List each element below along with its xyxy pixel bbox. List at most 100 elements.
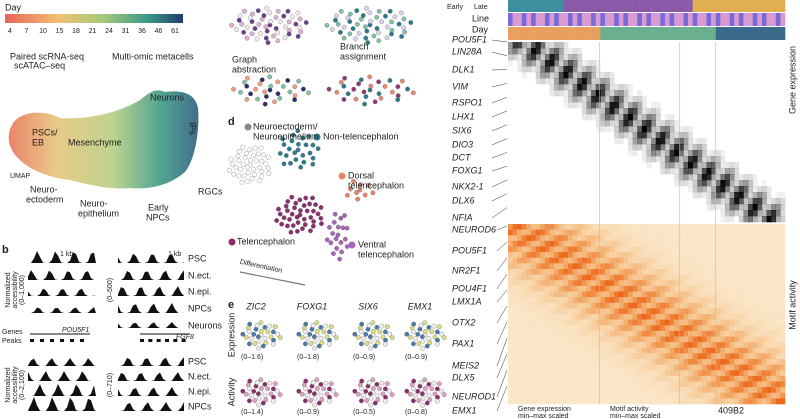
cell	[558, 353, 564, 360]
cell	[761, 319, 767, 326]
cell	[577, 269, 583, 275]
cell	[641, 257, 647, 264]
cell	[535, 336, 541, 343]
cell	[577, 302, 583, 309]
cell	[683, 235, 689, 242]
cell	[692, 364, 698, 371]
cell	[724, 168, 730, 175]
cell	[572, 302, 578, 309]
cell	[517, 224, 523, 230]
cell	[600, 274, 606, 281]
node	[301, 216, 307, 222]
cell	[660, 347, 666, 354]
node	[382, 84, 388, 89]
cell	[674, 314, 680, 320]
cell	[577, 229, 583, 236]
cell	[618, 291, 624, 298]
cell	[660, 132, 666, 139]
cell	[683, 263, 689, 270]
node	[247, 398, 252, 404]
cell	[604, 375, 610, 382]
node	[306, 90, 311, 96]
label: min–max scaled	[610, 413, 661, 419]
cell	[720, 375, 726, 382]
cell	[688, 325, 693, 332]
cell	[581, 78, 587, 85]
cell	[651, 285, 657, 292]
cell	[512, 280, 518, 287]
cell	[535, 246, 541, 253]
node	[342, 75, 347, 81]
bar	[674, 0, 680, 12]
cell	[572, 308, 578, 315]
node	[431, 323, 437, 329]
cell	[628, 246, 633, 253]
cell	[609, 297, 615, 304]
label: Neurons	[188, 320, 223, 330]
cell	[780, 297, 786, 304]
node	[260, 400, 266, 406]
cell	[544, 285, 550, 292]
label: POU5F1	[62, 327, 89, 334]
cell	[568, 398, 573, 405]
cell	[715, 274, 721, 281]
cell	[628, 126, 633, 133]
cell	[614, 224, 620, 230]
node	[243, 334, 249, 340]
cell	[568, 246, 573, 253]
cell	[692, 387, 698, 394]
cell	[614, 246, 620, 253]
bar	[692, 13, 698, 26]
cell	[692, 168, 698, 175]
cell	[720, 162, 726, 169]
cell	[558, 308, 564, 315]
bar	[711, 13, 717, 26]
cell	[683, 314, 689, 320]
cell	[586, 252, 592, 259]
node	[245, 170, 251, 175]
cell	[669, 274, 675, 281]
cell	[581, 297, 587, 304]
label: Mesenchyme	[68, 137, 122, 147]
node	[426, 325, 432, 330]
cell	[628, 297, 633, 304]
bar	[688, 0, 693, 12]
label: NPCs	[146, 212, 170, 222]
node	[312, 395, 318, 401]
cell	[780, 387, 786, 394]
node	[242, 79, 247, 85]
node	[311, 391, 317, 397]
cell	[591, 84, 597, 91]
cell	[715, 204, 721, 211]
cell	[544, 229, 550, 236]
node	[314, 320, 320, 326]
node	[327, 329, 332, 335]
cell	[637, 269, 643, 275]
cell	[632, 252, 638, 259]
node	[281, 161, 287, 167]
bar	[761, 27, 767, 40]
node	[256, 402, 261, 408]
cell	[623, 252, 629, 259]
cell	[508, 336, 513, 343]
bar	[628, 0, 633, 12]
cell	[517, 285, 523, 292]
cell	[697, 180, 703, 187]
cell	[595, 280, 601, 287]
cell	[581, 364, 587, 371]
cell	[771, 291, 777, 298]
cell	[674, 150, 680, 157]
cell	[558, 398, 564, 405]
cell	[651, 359, 657, 365]
cell	[544, 314, 550, 320]
cell	[568, 269, 573, 275]
node	[411, 398, 416, 404]
cell	[628, 252, 633, 259]
cell	[563, 66, 569, 73]
cell	[604, 370, 610, 377]
cell	[664, 263, 670, 270]
cell	[549, 54, 555, 61]
cell	[609, 314, 615, 320]
cell	[540, 291, 546, 298]
cell	[683, 274, 689, 281]
